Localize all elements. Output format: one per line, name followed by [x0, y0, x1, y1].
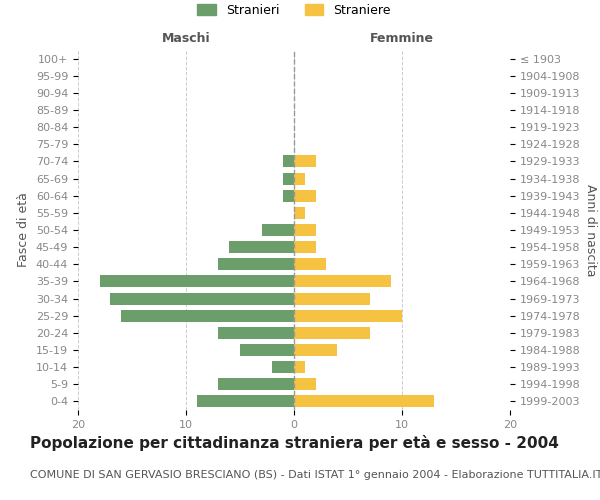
- Y-axis label: Fasce di età: Fasce di età: [17, 192, 31, 268]
- Bar: [294, 327, 370, 339]
- Legend: Stranieri, Straniere: Stranieri, Straniere: [192, 0, 396, 22]
- Bar: [100, 276, 294, 287]
- Bar: [283, 172, 294, 184]
- Bar: [110, 292, 294, 304]
- Bar: [272, 361, 294, 373]
- Bar: [283, 190, 294, 202]
- Bar: [294, 190, 316, 202]
- Bar: [294, 172, 305, 184]
- Text: Popolazione per cittadinanza straniera per età e sesso - 2004: Popolazione per cittadinanza straniera p…: [30, 435, 559, 451]
- Bar: [294, 344, 337, 356]
- Bar: [283, 156, 294, 168]
- Y-axis label: Anni di nascita: Anni di nascita: [584, 184, 597, 276]
- Bar: [294, 378, 316, 390]
- Bar: [294, 276, 391, 287]
- Bar: [294, 241, 316, 253]
- Bar: [218, 378, 294, 390]
- Text: COMUNE DI SAN GERVASIO BRESCIANO (BS) - Dati ISTAT 1° gennaio 2004 - Elaborazion: COMUNE DI SAN GERVASIO BRESCIANO (BS) - …: [30, 470, 600, 480]
- Bar: [218, 258, 294, 270]
- Text: Maschi: Maschi: [161, 32, 211, 45]
- Bar: [294, 258, 326, 270]
- Bar: [121, 310, 294, 322]
- Bar: [294, 224, 316, 236]
- Bar: [218, 327, 294, 339]
- Bar: [294, 156, 316, 168]
- Bar: [294, 207, 305, 219]
- Bar: [294, 292, 370, 304]
- Bar: [262, 224, 294, 236]
- Bar: [229, 241, 294, 253]
- Text: Femmine: Femmine: [370, 32, 434, 45]
- Bar: [294, 361, 305, 373]
- Bar: [240, 344, 294, 356]
- Bar: [294, 310, 402, 322]
- Bar: [197, 396, 294, 407]
- Bar: [294, 396, 434, 407]
